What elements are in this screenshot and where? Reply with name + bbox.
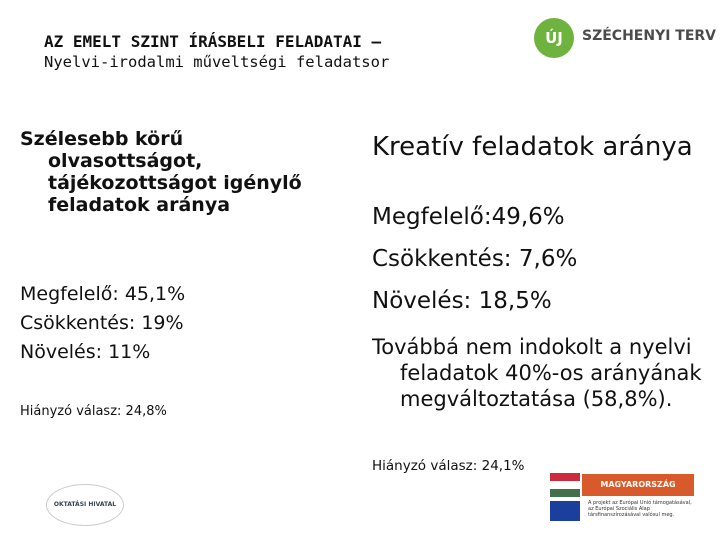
- left-heading: Szélesebb körű olvasottságot, tájékozott…: [20, 128, 302, 216]
- left-missing: Hiányzó válasz: 24,8%: [20, 404, 167, 419]
- right-heading: Kreatív feladatok aránya: [372, 132, 693, 162]
- right-item: Megfelelő:49,6%: [372, 204, 565, 230]
- left-list: Megfelelő: 45,1% Csökkentés: 19% Növelés…: [20, 280, 185, 367]
- agency-logo: OKTATÁSI HIVATAL: [46, 484, 124, 526]
- left-item: Csökkentés: 19%: [20, 312, 184, 334]
- left-item: Megfelelő: 45,1%: [20, 283, 186, 305]
- banner: MAGYARORSZÁG MEGÚJUL: [582, 474, 694, 511]
- right-missing: Hiányzó válasz: 24,1%: [372, 458, 525, 474]
- slide-subtitle: Nyelvi-irodalmi műveltségi feladatsor: [44, 53, 390, 71]
- right-item: Növelés: 18,5%: [372, 288, 552, 314]
- right-list: Megfelelő:49,6% Csökkentés: 7,6% Növelés…: [372, 196, 577, 322]
- logo-mark: ÚJ: [534, 18, 574, 58]
- right-note: Továbbá nem indokolt a nyelvi feladatok …: [372, 335, 702, 411]
- left-item: Növelés: 11%: [20, 341, 151, 363]
- hungarian-flag: [550, 473, 580, 497]
- slide-title: AZ EMELT SZINT ÍRÁSBELI FELADATAI –: [44, 32, 382, 51]
- logo-name: SZÉCHENYI TERV: [582, 28, 717, 44]
- eu-flag: [550, 501, 580, 521]
- eu-note: A projekt az Európai Unió támogatásával,…: [588, 500, 692, 518]
- right-item: Csökkentés: 7,6%: [372, 246, 578, 272]
